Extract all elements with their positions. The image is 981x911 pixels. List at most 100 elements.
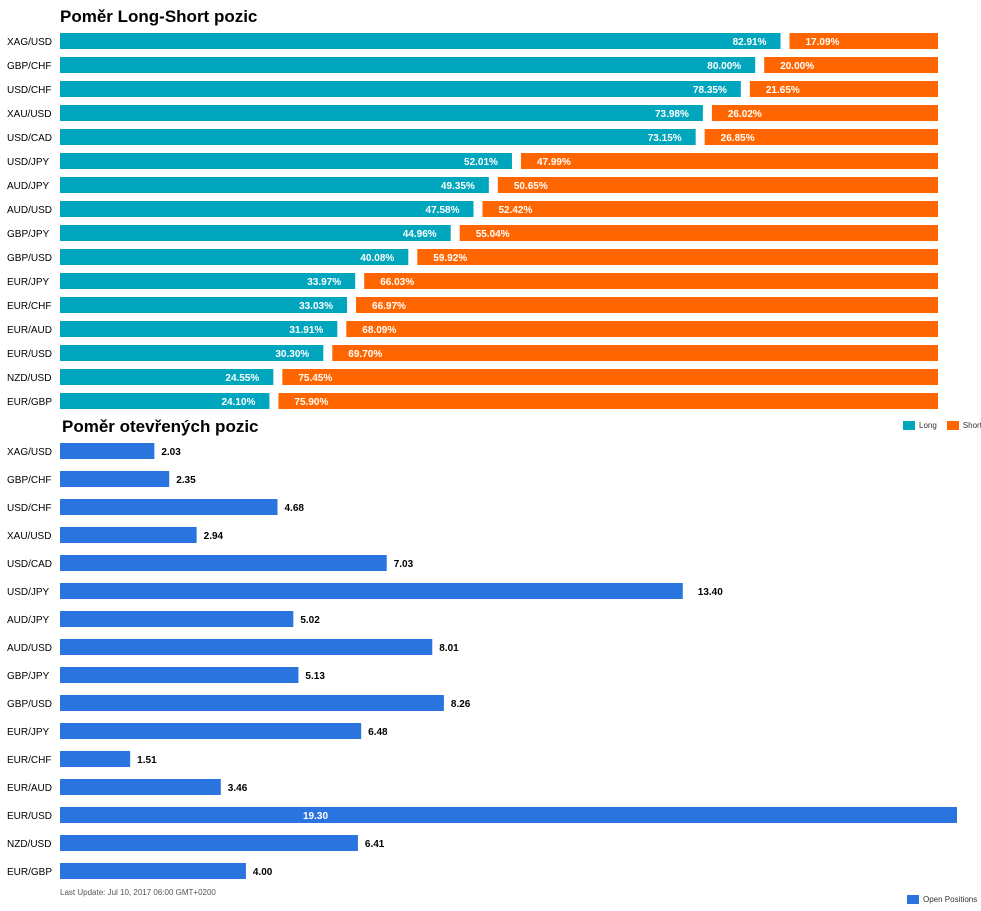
ls-category-label: USD/CHF: [7, 85, 51, 96]
short-bar: [459, 225, 938, 241]
long-bar: [60, 105, 703, 121]
op-category-label: EUR/AUD: [7, 783, 52, 794]
ls-category-label: XAG/USD: [7, 37, 52, 48]
op-category-label: USD/JPY: [7, 587, 50, 598]
open-positions-bar: [60, 695, 444, 711]
legend-swatch-open: [907, 895, 919, 904]
long-value-label: 80.00%: [707, 61, 741, 72]
open-positions-bar: [60, 639, 433, 655]
short-bar: [711, 105, 938, 121]
long-bar: [60, 33, 781, 49]
long-value-label: 24.55%: [225, 373, 259, 384]
open-positions-bar: [60, 751, 131, 767]
op-category-label: GBP/JPY: [7, 671, 50, 682]
long-bar: [60, 393, 270, 409]
op-category-label: AUD/JPY: [7, 615, 50, 626]
op-category-label: USD/CAD: [7, 559, 52, 570]
open-positions-bar: [60, 443, 155, 459]
open-positions-bar: [60, 863, 246, 879]
open-positions-bar: [60, 527, 197, 543]
short-value-label: 52.42%: [498, 205, 532, 216]
short-value-label: 66.97%: [372, 301, 406, 312]
open-positions-value-label: 4.00: [253, 867, 273, 878]
open-positions-value-label: 4.68: [285, 503, 305, 514]
short-bar: [356, 297, 938, 313]
ls-category-label: EUR/USD: [7, 349, 52, 360]
legend-swatch-short: [946, 421, 959, 430]
open-positions-chart-title: Poměr otevřených pozic: [62, 417, 259, 436]
long-value-label: 33.03%: [299, 301, 333, 312]
long-value-label: 78.35%: [693, 85, 727, 96]
open-positions-bar: [60, 835, 358, 851]
op-category-label: EUR/CHF: [7, 755, 51, 766]
long-bar: [60, 225, 451, 241]
short-bar: [520, 153, 938, 169]
op-category-label: XAU/USD: [7, 531, 51, 542]
short-bar: [497, 177, 938, 193]
op-category-label: XAG/USD: [7, 447, 52, 458]
long-bar: [60, 297, 348, 313]
open-positions-value-label: 8.26: [451, 699, 471, 710]
open-positions-value-label: 1.51: [137, 755, 157, 766]
op-category-label: EUR/JPY: [7, 727, 50, 738]
long-short-chart-title: Poměr Long-Short pozic: [60, 7, 258, 26]
ls-category-label: XAU/USD: [7, 109, 51, 120]
open-positions-bar: [60, 667, 299, 683]
long-value-label: 82.91%: [733, 37, 767, 48]
long-value-label: 24.10%: [222, 397, 256, 408]
long-bar: [60, 177, 489, 193]
ls-category-label: AUD/JPY: [7, 181, 50, 192]
short-bar: [282, 369, 939, 385]
open-positions-value-label: 19.30: [303, 811, 328, 822]
short-bar: [364, 273, 938, 289]
short-value-label: 69.70%: [348, 349, 382, 360]
legend-label-long: Long: [919, 421, 937, 430]
short-bar: [764, 57, 938, 73]
ls-category-label: USD/CAD: [7, 133, 52, 144]
open-positions-bar: [60, 471, 170, 487]
short-bar: [417, 249, 939, 265]
short-value-label: 21.65%: [766, 85, 800, 96]
short-bar: [789, 33, 938, 49]
long-value-label: 40.08%: [360, 253, 394, 264]
ls-category-label: EUR/CHF: [7, 301, 51, 312]
ls-category-label: EUR/AUD: [7, 325, 52, 336]
long-value-label: 73.98%: [655, 109, 689, 120]
long-value-label: 33.97%: [307, 277, 341, 288]
open-positions-bar: [60, 555, 387, 571]
ls-category-label: USD/JPY: [7, 157, 50, 168]
short-value-label: 26.85%: [721, 133, 755, 144]
long-bar: [60, 153, 512, 169]
long-bar: [60, 81, 741, 97]
open-positions-value-label: 5.02: [300, 615, 320, 626]
open-positions-legend: Open Positions: [907, 895, 977, 904]
open-positions-value-label: 2.94: [204, 531, 224, 542]
long-value-label: 31.91%: [289, 325, 323, 336]
open-positions-bar: [60, 723, 362, 739]
ls-category-label: NZD/USD: [7, 373, 51, 384]
short-value-label: 75.45%: [298, 373, 332, 384]
short-value-label: 26.02%: [728, 109, 762, 120]
open-positions-value-label: 8.01: [439, 643, 459, 654]
short-value-label: 55.04%: [476, 229, 510, 240]
legend-item-open: Open Positions: [907, 895, 977, 904]
open-positions-value-label: 6.41: [365, 839, 385, 850]
open-positions-value-label: 2.35: [176, 475, 196, 486]
long-bar: [60, 249, 409, 265]
op-category-label: GBP/USD: [7, 699, 52, 710]
short-value-label: 66.03%: [380, 277, 414, 288]
long-bar: [60, 369, 274, 385]
legend-item-long: Long: [903, 421, 937, 430]
op-category-label: EUR/USD: [7, 811, 52, 822]
long-bar: [60, 321, 338, 337]
short-bar: [332, 345, 938, 361]
ls-category-label: GBP/JPY: [7, 229, 50, 240]
short-value-label: 17.09%: [805, 37, 839, 48]
long-bar: [60, 345, 324, 361]
long-short-legend: Long Short: [903, 421, 981, 430]
open-positions-bar: [60, 779, 221, 795]
long-bar: [60, 129, 696, 145]
short-value-label: 50.65%: [514, 181, 548, 192]
short-bar: [278, 393, 939, 409]
